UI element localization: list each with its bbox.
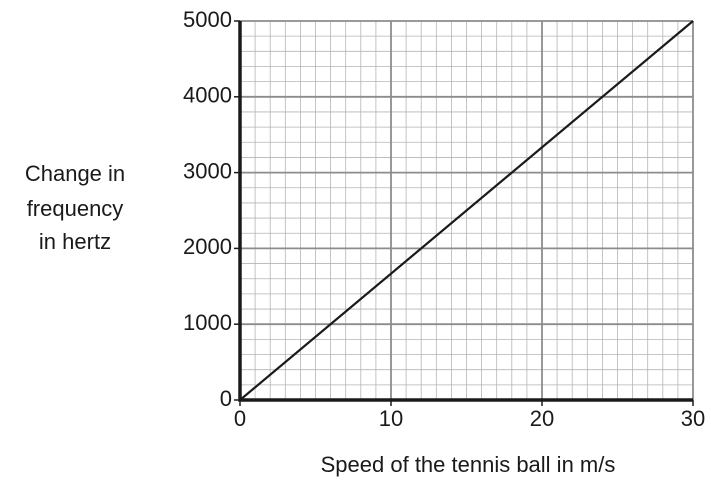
y-tick-label: 0	[220, 386, 232, 411]
y-axis-label: Change in	[25, 161, 125, 186]
y-tick-label: 2000	[183, 234, 232, 259]
y-tick-label: 5000	[183, 7, 232, 32]
y-axis-label: in hertz	[39, 229, 111, 254]
y-tick-label: 4000	[183, 83, 232, 108]
x-tick-label: 0	[234, 406, 246, 431]
x-tick-label: 30	[681, 406, 705, 431]
y-tick-label: 1000	[183, 310, 232, 335]
data-line	[239, 20, 694, 401]
grid	[239, 20, 694, 401]
x-axis-label: Speed of the tennis ball in m/s	[321, 452, 616, 477]
x-tick-label: 20	[530, 406, 554, 431]
y-tick-label: 3000	[183, 158, 232, 183]
y-axis-label: frequency	[27, 196, 124, 221]
x-tick-label: 10	[379, 406, 403, 431]
